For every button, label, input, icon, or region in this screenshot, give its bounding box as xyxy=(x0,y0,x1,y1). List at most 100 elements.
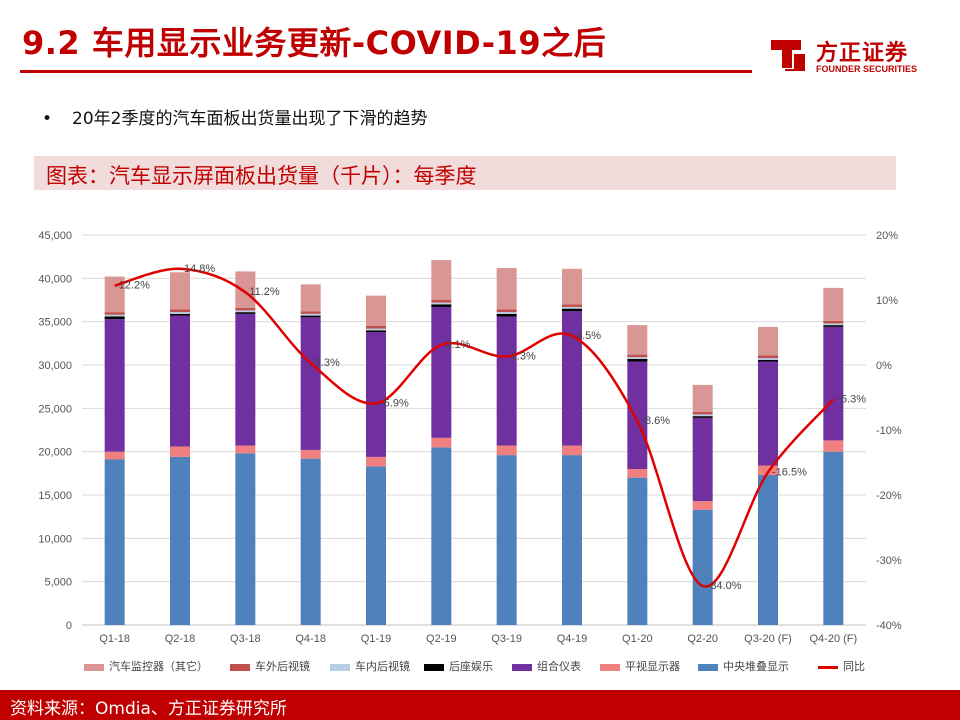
bar-segment xyxy=(692,417,713,502)
yoy-data-label: 14.8% xyxy=(184,263,215,275)
source-note: 资料来源：Omdia、方正证券研究所 xyxy=(10,699,287,719)
bar-segment xyxy=(627,357,648,359)
bar-segment xyxy=(104,276,125,313)
legend-swatch xyxy=(698,663,718,671)
legend-item: 中央堆叠显示 xyxy=(698,658,789,674)
bar-segment xyxy=(431,447,452,625)
legend-item: 车外后视镜 xyxy=(230,658,310,674)
bar-segment xyxy=(758,361,778,466)
bar-segment xyxy=(627,325,648,355)
bar-segment xyxy=(300,284,321,312)
legend-swatch xyxy=(512,663,532,671)
y-left-tick-label: 25,000 xyxy=(38,403,72,415)
company-logo: 方正证券 FOUNDER SECURITIES xyxy=(768,34,938,80)
bar-segment xyxy=(170,456,190,625)
bar-segment xyxy=(496,267,517,310)
bar-segment xyxy=(431,437,452,448)
bar-segment xyxy=(366,332,386,457)
legend-label: 车内后视镜 xyxy=(355,660,410,673)
x-tick-label: Q2-18 xyxy=(165,633,196,645)
yoy-data-label: 3.1% xyxy=(445,339,470,351)
y-right-tick-label: -20% xyxy=(876,490,902,502)
legend-item: 平视显示器 xyxy=(600,658,680,674)
bar-segment xyxy=(300,317,321,450)
x-tick-label: Q1-18 xyxy=(99,633,130,645)
yoy-data-label: 12.2% xyxy=(119,280,150,292)
bar-segment xyxy=(562,268,582,305)
bar-segment xyxy=(431,300,452,303)
bar-segment xyxy=(823,325,844,327)
bar-segment xyxy=(692,509,713,625)
legend-item: 后座娱乐 xyxy=(424,658,493,674)
bar-segment xyxy=(300,313,321,316)
bar-segment xyxy=(170,272,190,310)
yoy-data-label: -5.9% xyxy=(380,397,409,409)
legend-swatch xyxy=(818,665,838,669)
chart-caption-bar: 图表：汽车显示屏面板出货量（千片）：每季度 xyxy=(34,156,896,190)
bar-segment xyxy=(366,330,386,333)
legend-label: 汽车监控器（其它） xyxy=(109,660,208,673)
bar-segment xyxy=(431,306,452,438)
bar-segment xyxy=(366,328,386,331)
legend-label: 车外后视镜 xyxy=(255,660,310,673)
y-right-tick-label: 20% xyxy=(876,230,898,242)
logo-name-en: FOUNDER SECURITIES xyxy=(816,64,918,74)
bar-segment xyxy=(823,320,844,324)
bar-segment xyxy=(366,295,386,326)
y-right-tick-label: 0% xyxy=(876,360,892,372)
bar-segment xyxy=(758,359,778,362)
yoy-data-label: 0.3% xyxy=(315,357,340,369)
bar-segment xyxy=(300,315,321,318)
legend-item: 车内后视镜 xyxy=(330,658,410,674)
x-tick-label: Q1-19 xyxy=(361,633,392,645)
bar-segment xyxy=(366,326,386,329)
bar-segment xyxy=(496,316,517,446)
bar-segment xyxy=(758,355,778,359)
legend-item: 汽车监控器（其它） xyxy=(84,658,208,674)
y-left-tick-label: 5,000 xyxy=(44,577,72,589)
bar-segment xyxy=(170,446,190,457)
bar-segment xyxy=(431,304,452,307)
bar-segment xyxy=(627,469,648,478)
bar-segment xyxy=(562,304,582,307)
legend-swatch xyxy=(600,663,620,671)
bar-segment xyxy=(562,445,582,456)
x-tick-label: Q4-18 xyxy=(295,633,326,645)
bar-segment xyxy=(170,313,190,316)
legend-item: 组合仪表 xyxy=(512,658,581,674)
legend-label: 组合仪表 xyxy=(537,660,581,673)
legend-item: 同比 xyxy=(818,658,865,674)
logo-name-cn: 方正证券 xyxy=(816,41,909,66)
founder-logo-icon xyxy=(771,40,805,71)
y-right-tick-label: -30% xyxy=(876,555,902,567)
x-tick-label: Q2-19 xyxy=(426,633,457,645)
bar-segment xyxy=(823,440,844,452)
yoy-data-label: -16.5% xyxy=(772,466,807,478)
bar-segment xyxy=(496,455,517,625)
bullet-dot-icon: • xyxy=(42,109,53,129)
x-tick-label: Q1-20 xyxy=(622,633,653,645)
y-right-tick-label: -10% xyxy=(876,425,902,437)
y-left-tick-label: 10,000 xyxy=(38,533,72,545)
bar-segment xyxy=(300,311,321,314)
bar-segment xyxy=(170,315,190,447)
bar-segment xyxy=(104,316,125,320)
y-left-tick-label: 20,000 xyxy=(38,447,72,459)
bar-segment xyxy=(496,312,517,314)
y-left-tick-label: 0 xyxy=(66,620,72,632)
bar-segment xyxy=(823,287,844,321)
bar-segment xyxy=(627,354,648,358)
legend-swatch xyxy=(230,663,250,671)
bar-segment xyxy=(235,312,256,314)
bar-segment xyxy=(823,451,844,625)
legend-swatch xyxy=(424,663,444,671)
bar-segment xyxy=(104,451,125,460)
bar-segment xyxy=(627,477,648,625)
bar-segment xyxy=(431,260,452,300)
legend-swatch xyxy=(84,663,104,671)
y-left-tick-label: 15,000 xyxy=(38,490,72,502)
x-tick-label: Q3-20 (F) xyxy=(744,633,792,645)
x-tick-label: Q3-18 xyxy=(230,633,261,645)
bar-segment xyxy=(562,308,582,312)
